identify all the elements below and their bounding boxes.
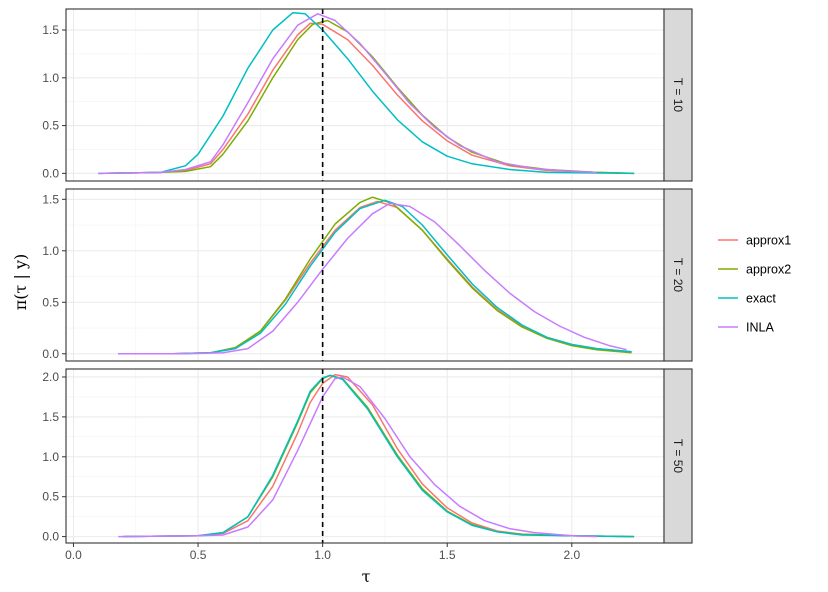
series-line-inla (98, 13, 597, 175)
x-tick-label: 1.5 (439, 548, 456, 562)
y-axis-title: π(τ | y) (11, 254, 30, 310)
x-tick-label: 2.0 (563, 548, 580, 562)
x-tick-label: 0.0 (65, 548, 82, 562)
legend-label-approx1: approx1 (746, 234, 791, 248)
facet-panel: 0.0 0.5 1.0 1.5 2.0 T = 50 (42, 368, 693, 544)
y-tick-label: 1.5 (42, 23, 59, 37)
legend-label-approx2: approx2 (746, 263, 791, 277)
legend-label-inla: INLA (746, 321, 774, 335)
y-tick-label: 1.5 (42, 410, 59, 424)
x-tick-label: 1.0 (314, 548, 331, 562)
y-tick-label: 0.5 (42, 490, 59, 504)
y-tick-label: 2.0 (42, 370, 59, 384)
panel-background (66, 9, 664, 181)
legend: approx1 approx2 exact INLA (718, 234, 791, 335)
y-tick-label: 1.0 (42, 244, 59, 258)
facet-strip (663, 8, 693, 182)
y-tick-label: 1.5 (42, 192, 59, 206)
y-tick-label: 0.0 (42, 166, 59, 180)
facet-strip-label: T = 20 (671, 258, 685, 292)
series-line-inla (118, 202, 627, 355)
y-tick-label: 0.5 (42, 295, 59, 309)
panel-background (66, 189, 664, 361)
series-line-approx1 (123, 373, 635, 538)
y-tick-label: 0.0 (42, 347, 59, 361)
y-tick-label: 1.0 (42, 71, 59, 85)
series-line-exact (123, 374, 635, 538)
y-tick-label: 1.0 (42, 450, 59, 464)
panel-background (66, 369, 664, 543)
series-line-approx2 (118, 196, 632, 355)
facet-panel: 0.0 0.5 1.0 1.5 T = 10 (42, 8, 693, 182)
facet-strip-label: T = 10 (671, 78, 685, 112)
x-axis-title: τ (362, 567, 371, 586)
facet-panel: 0.0 0.5 1.0 1.5 T = 20 (42, 188, 693, 362)
y-tick-label: 0.5 (42, 119, 59, 133)
facet-strip (663, 368, 693, 544)
facet-strip (663, 188, 693, 362)
series-line-inla (118, 376, 597, 538)
x-tick-label: 0.5 (190, 548, 207, 562)
series-line-approx1 (98, 22, 635, 175)
x-axis: 0.0 0.5 1.0 1.5 2.0 (65, 543, 580, 562)
y-tick-label: 0.0 (42, 530, 59, 544)
legend-label-exact: exact (746, 292, 776, 306)
facet-strip-label: T = 50 (671, 439, 685, 473)
